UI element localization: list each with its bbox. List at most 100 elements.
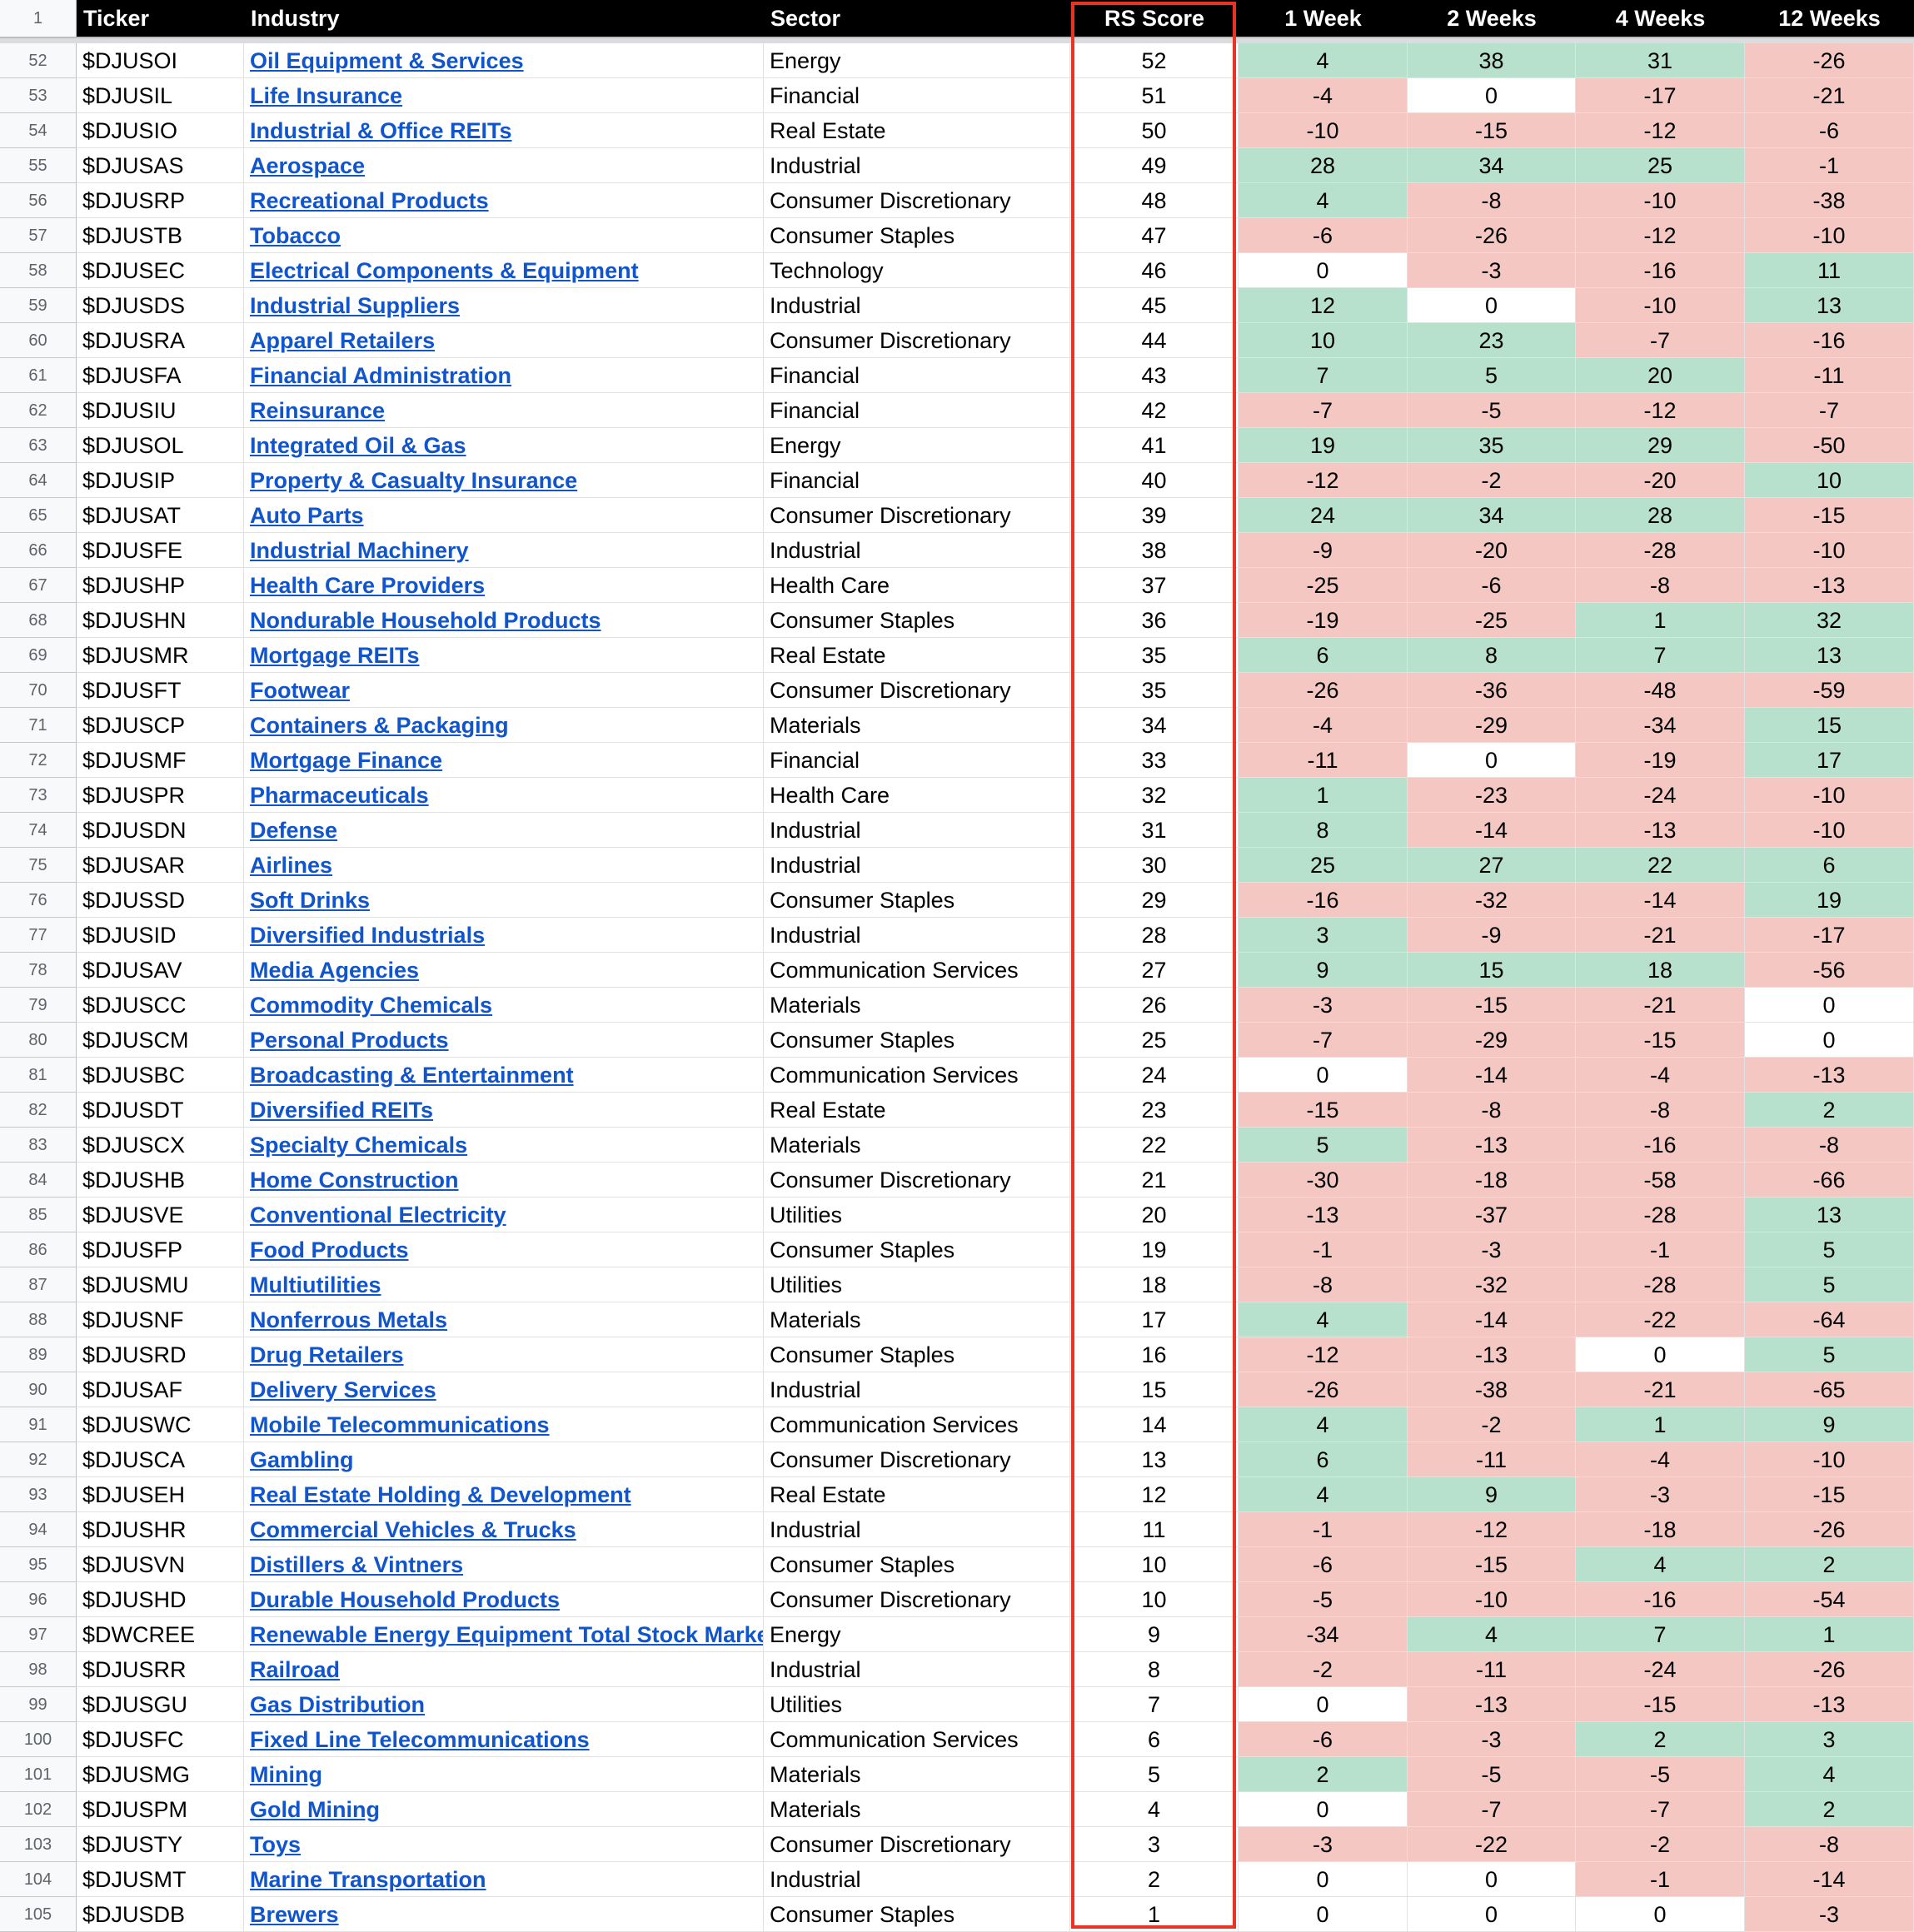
weeks-2-cell[interactable]: -2 — [1408, 1407, 1576, 1442]
industry-link[interactable]: Mortgage REITs — [244, 638, 764, 673]
industry-link[interactable]: Diversified Industrials — [244, 918, 764, 953]
row-number[interactable]: 105 — [0, 1897, 77, 1932]
sector-cell[interactable]: Materials — [764, 1302, 1070, 1337]
week-1-cell[interactable]: -3 — [1239, 988, 1408, 1023]
week-1-cell[interactable]: 25 — [1239, 848, 1408, 883]
weeks-2-cell[interactable]: -13 — [1408, 1128, 1576, 1163]
ticker-cell[interactable]: $DJUSCP — [77, 708, 244, 743]
industry-link[interactable]: Marine Transportation — [244, 1862, 764, 1897]
industry-link[interactable]: Durable Household Products — [244, 1582, 764, 1617]
industry-link[interactable]: Integrated Oil & Gas — [244, 428, 764, 463]
row-number[interactable]: 55 — [0, 148, 77, 183]
ticker-cell[interactable]: $DJUSVN — [77, 1547, 244, 1582]
weeks-4-cell[interactable]: 2 — [1576, 1722, 1745, 1757]
weeks-12-cell[interactable]: 1 — [1745, 1617, 1914, 1652]
ticker-cell[interactable]: $DJUSTY — [77, 1827, 244, 1862]
week-1-cell[interactable]: 0 — [1239, 1058, 1408, 1093]
weeks-4-cell[interactable]: -17 — [1576, 78, 1745, 113]
rs-score-cell[interactable]: 14 — [1070, 1407, 1239, 1442]
rs-score-cell[interactable]: 17 — [1070, 1302, 1239, 1337]
weeks-4-cell[interactable]: -13 — [1576, 813, 1745, 848]
sector-cell[interactable]: Consumer Staples — [764, 1232, 1070, 1267]
weeks-4-cell[interactable]: -4 — [1576, 1058, 1745, 1093]
week-1-cell[interactable]: -16 — [1239, 883, 1408, 918]
row-number[interactable]: 80 — [0, 1023, 77, 1058]
weeks-12-cell[interactable]: 32 — [1745, 603, 1914, 638]
week-1-cell[interactable]: -2 — [1239, 1652, 1408, 1687]
week-1-cell[interactable]: 3 — [1239, 918, 1408, 953]
ticker-cell[interactable]: $DJUSRP — [77, 183, 244, 218]
row-number[interactable]: 60 — [0, 323, 77, 358]
sector-cell[interactable]: Energy — [764, 428, 1070, 463]
weeks-4-cell[interactable]: -22 — [1576, 1302, 1745, 1337]
weeks-2-cell[interactable]: -7 — [1408, 1792, 1576, 1827]
rs-score-cell[interactable]: 27 — [1070, 953, 1239, 988]
ticker-cell[interactable]: $DJUSHD — [77, 1582, 244, 1617]
weeks-4-cell[interactable]: -1 — [1576, 1862, 1745, 1897]
sector-cell[interactable]: Financial — [764, 78, 1070, 113]
ticker-cell[interactable]: $DJUSFE — [77, 533, 244, 568]
week-1-cell[interactable]: 0 — [1239, 1687, 1408, 1722]
week-1-cell[interactable]: 4 — [1239, 1407, 1408, 1442]
week-1-cell[interactable]: -34 — [1239, 1617, 1408, 1652]
sector-cell[interactable]: Financial — [764, 393, 1070, 428]
rs-score-cell[interactable]: 1 — [1070, 1897, 1239, 1932]
ticker-cell[interactable]: $DJUSIU — [77, 393, 244, 428]
row-number[interactable]: 63 — [0, 428, 77, 463]
ticker-cell[interactable]: $DJUSFP — [77, 1232, 244, 1267]
weeks-12-cell[interactable]: -11 — [1745, 358, 1914, 393]
row-number[interactable]: 87 — [0, 1267, 77, 1302]
week-1-cell[interactable]: 2 — [1239, 1757, 1408, 1792]
weeks-12-cell[interactable]: 5 — [1745, 1337, 1914, 1372]
sector-cell[interactable]: Industrial — [764, 848, 1070, 883]
rs-score-cell[interactable]: 6 — [1070, 1722, 1239, 1757]
weeks-12-cell[interactable]: -8 — [1745, 1827, 1914, 1862]
row-number[interactable]: 75 — [0, 848, 77, 883]
rs-score-cell[interactable]: 47 — [1070, 218, 1239, 253]
ticker-cell[interactable]: $DJUSID — [77, 918, 244, 953]
row-number[interactable]: 65 — [0, 498, 77, 533]
weeks-2-cell[interactable]: 0 — [1408, 743, 1576, 778]
row-number[interactable]: 59 — [0, 288, 77, 323]
industry-link[interactable]: Drug Retailers — [244, 1337, 764, 1372]
ticker-cell[interactable]: $DJUSMG — [77, 1757, 244, 1792]
weeks-12-cell[interactable]: -13 — [1745, 1058, 1914, 1093]
weeks-2-cell[interactable]: -5 — [1408, 1757, 1576, 1792]
ticker-cell[interactable]: $DJUSRD — [77, 1337, 244, 1372]
rs-score-cell[interactable]: 26 — [1070, 988, 1239, 1023]
rs-score-cell[interactable]: 23 — [1070, 1093, 1239, 1128]
week-1-cell[interactable]: -11 — [1239, 743, 1408, 778]
weeks-4-cell[interactable]: 20 — [1576, 358, 1745, 393]
weeks-2-cell[interactable]: -6 — [1408, 568, 1576, 603]
row-number[interactable]: 82 — [0, 1093, 77, 1128]
ticker-cell[interactable]: $DJUSVE — [77, 1198, 244, 1232]
weeks-4-cell[interactable]: -14 — [1576, 883, 1745, 918]
week-1-cell[interactable]: 8 — [1239, 813, 1408, 848]
row-number[interactable]: 98 — [0, 1652, 77, 1687]
sector-cell[interactable]: Utilities — [764, 1687, 1070, 1722]
ticker-cell[interactable]: $DWCREE — [77, 1617, 244, 1652]
ticker-cell[interactable]: $DJUSOI — [77, 43, 244, 78]
sector-cell[interactable]: Financial — [764, 463, 1070, 498]
weeks-4-cell[interactable]: 7 — [1576, 1617, 1745, 1652]
week-1-cell[interactable]: -15 — [1239, 1093, 1408, 1128]
row-number[interactable]: 58 — [0, 253, 77, 288]
sector-cell[interactable]: Energy — [764, 43, 1070, 78]
week-1-cell[interactable]: -19 — [1239, 603, 1408, 638]
rs-score-cell[interactable]: 19 — [1070, 1232, 1239, 1267]
rs-score-cell[interactable]: 11 — [1070, 1512, 1239, 1547]
week-1-cell[interactable]: 0 — [1239, 1862, 1408, 1897]
rs-score-cell[interactable]: 8 — [1070, 1652, 1239, 1687]
industry-link[interactable]: Commodity Chemicals — [244, 988, 764, 1023]
sector-cell[interactable]: Communication Services — [764, 953, 1070, 988]
weeks-4-cell[interactable]: 0 — [1576, 1897, 1745, 1932]
weeks-12-cell[interactable]: -56 — [1745, 953, 1914, 988]
sector-cell[interactable]: Industrial — [764, 1372, 1070, 1407]
sector-cell[interactable]: Industrial — [764, 918, 1070, 953]
week-1-cell[interactable]: 7 — [1239, 358, 1408, 393]
weeks-2-cell[interactable]: -37 — [1408, 1198, 1576, 1232]
row-number[interactable]: 85 — [0, 1198, 77, 1232]
weeks-4-cell[interactable]: -7 — [1576, 323, 1745, 358]
industry-link[interactable]: Mobile Telecommunications — [244, 1407, 764, 1442]
weeks-2-cell[interactable]: -3 — [1408, 1232, 1576, 1267]
